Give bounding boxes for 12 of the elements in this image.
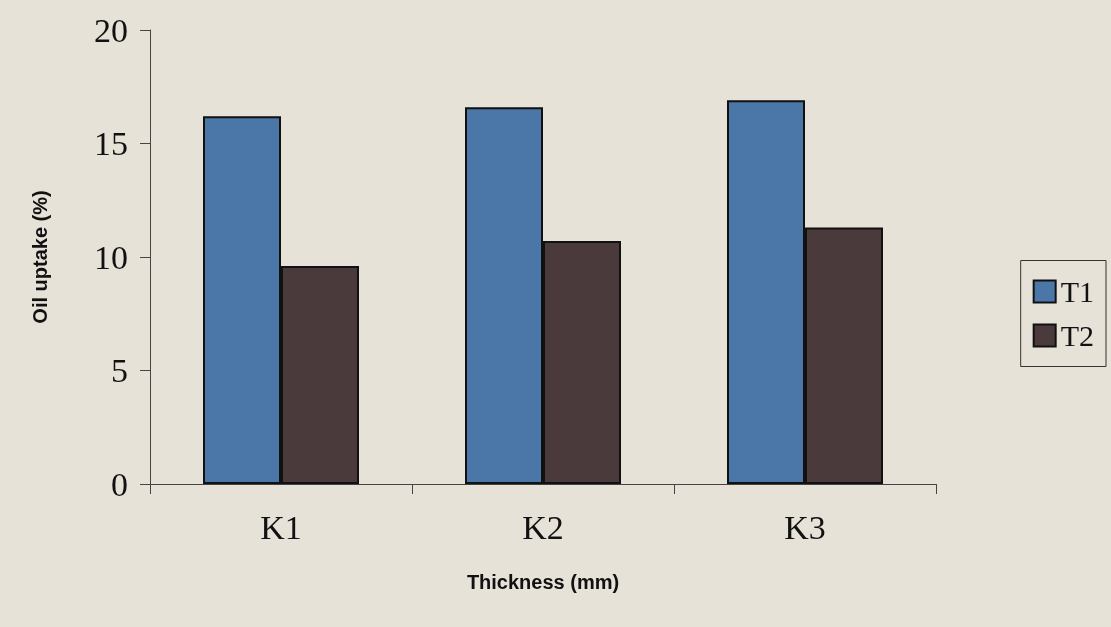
- x-tick-label: K3: [784, 508, 826, 546]
- legend-label: T2: [1060, 319, 1094, 352]
- x-tick-label: K1: [260, 508, 302, 546]
- y-tick-label: 10: [94, 238, 128, 276]
- y-axis-title: Oil uptake (%): [29, 190, 51, 324]
- y-tick-label: 5: [111, 352, 128, 389]
- y-tick-label: 15: [94, 125, 128, 162]
- x-tick-label: K2: [522, 508, 564, 546]
- y-tick-label: 20: [94, 11, 128, 49]
- x-axis-title: Thickness (mm): [466, 571, 620, 593]
- y-tick-label: 0: [111, 465, 128, 503]
- legend-label: T1: [1060, 275, 1094, 308]
